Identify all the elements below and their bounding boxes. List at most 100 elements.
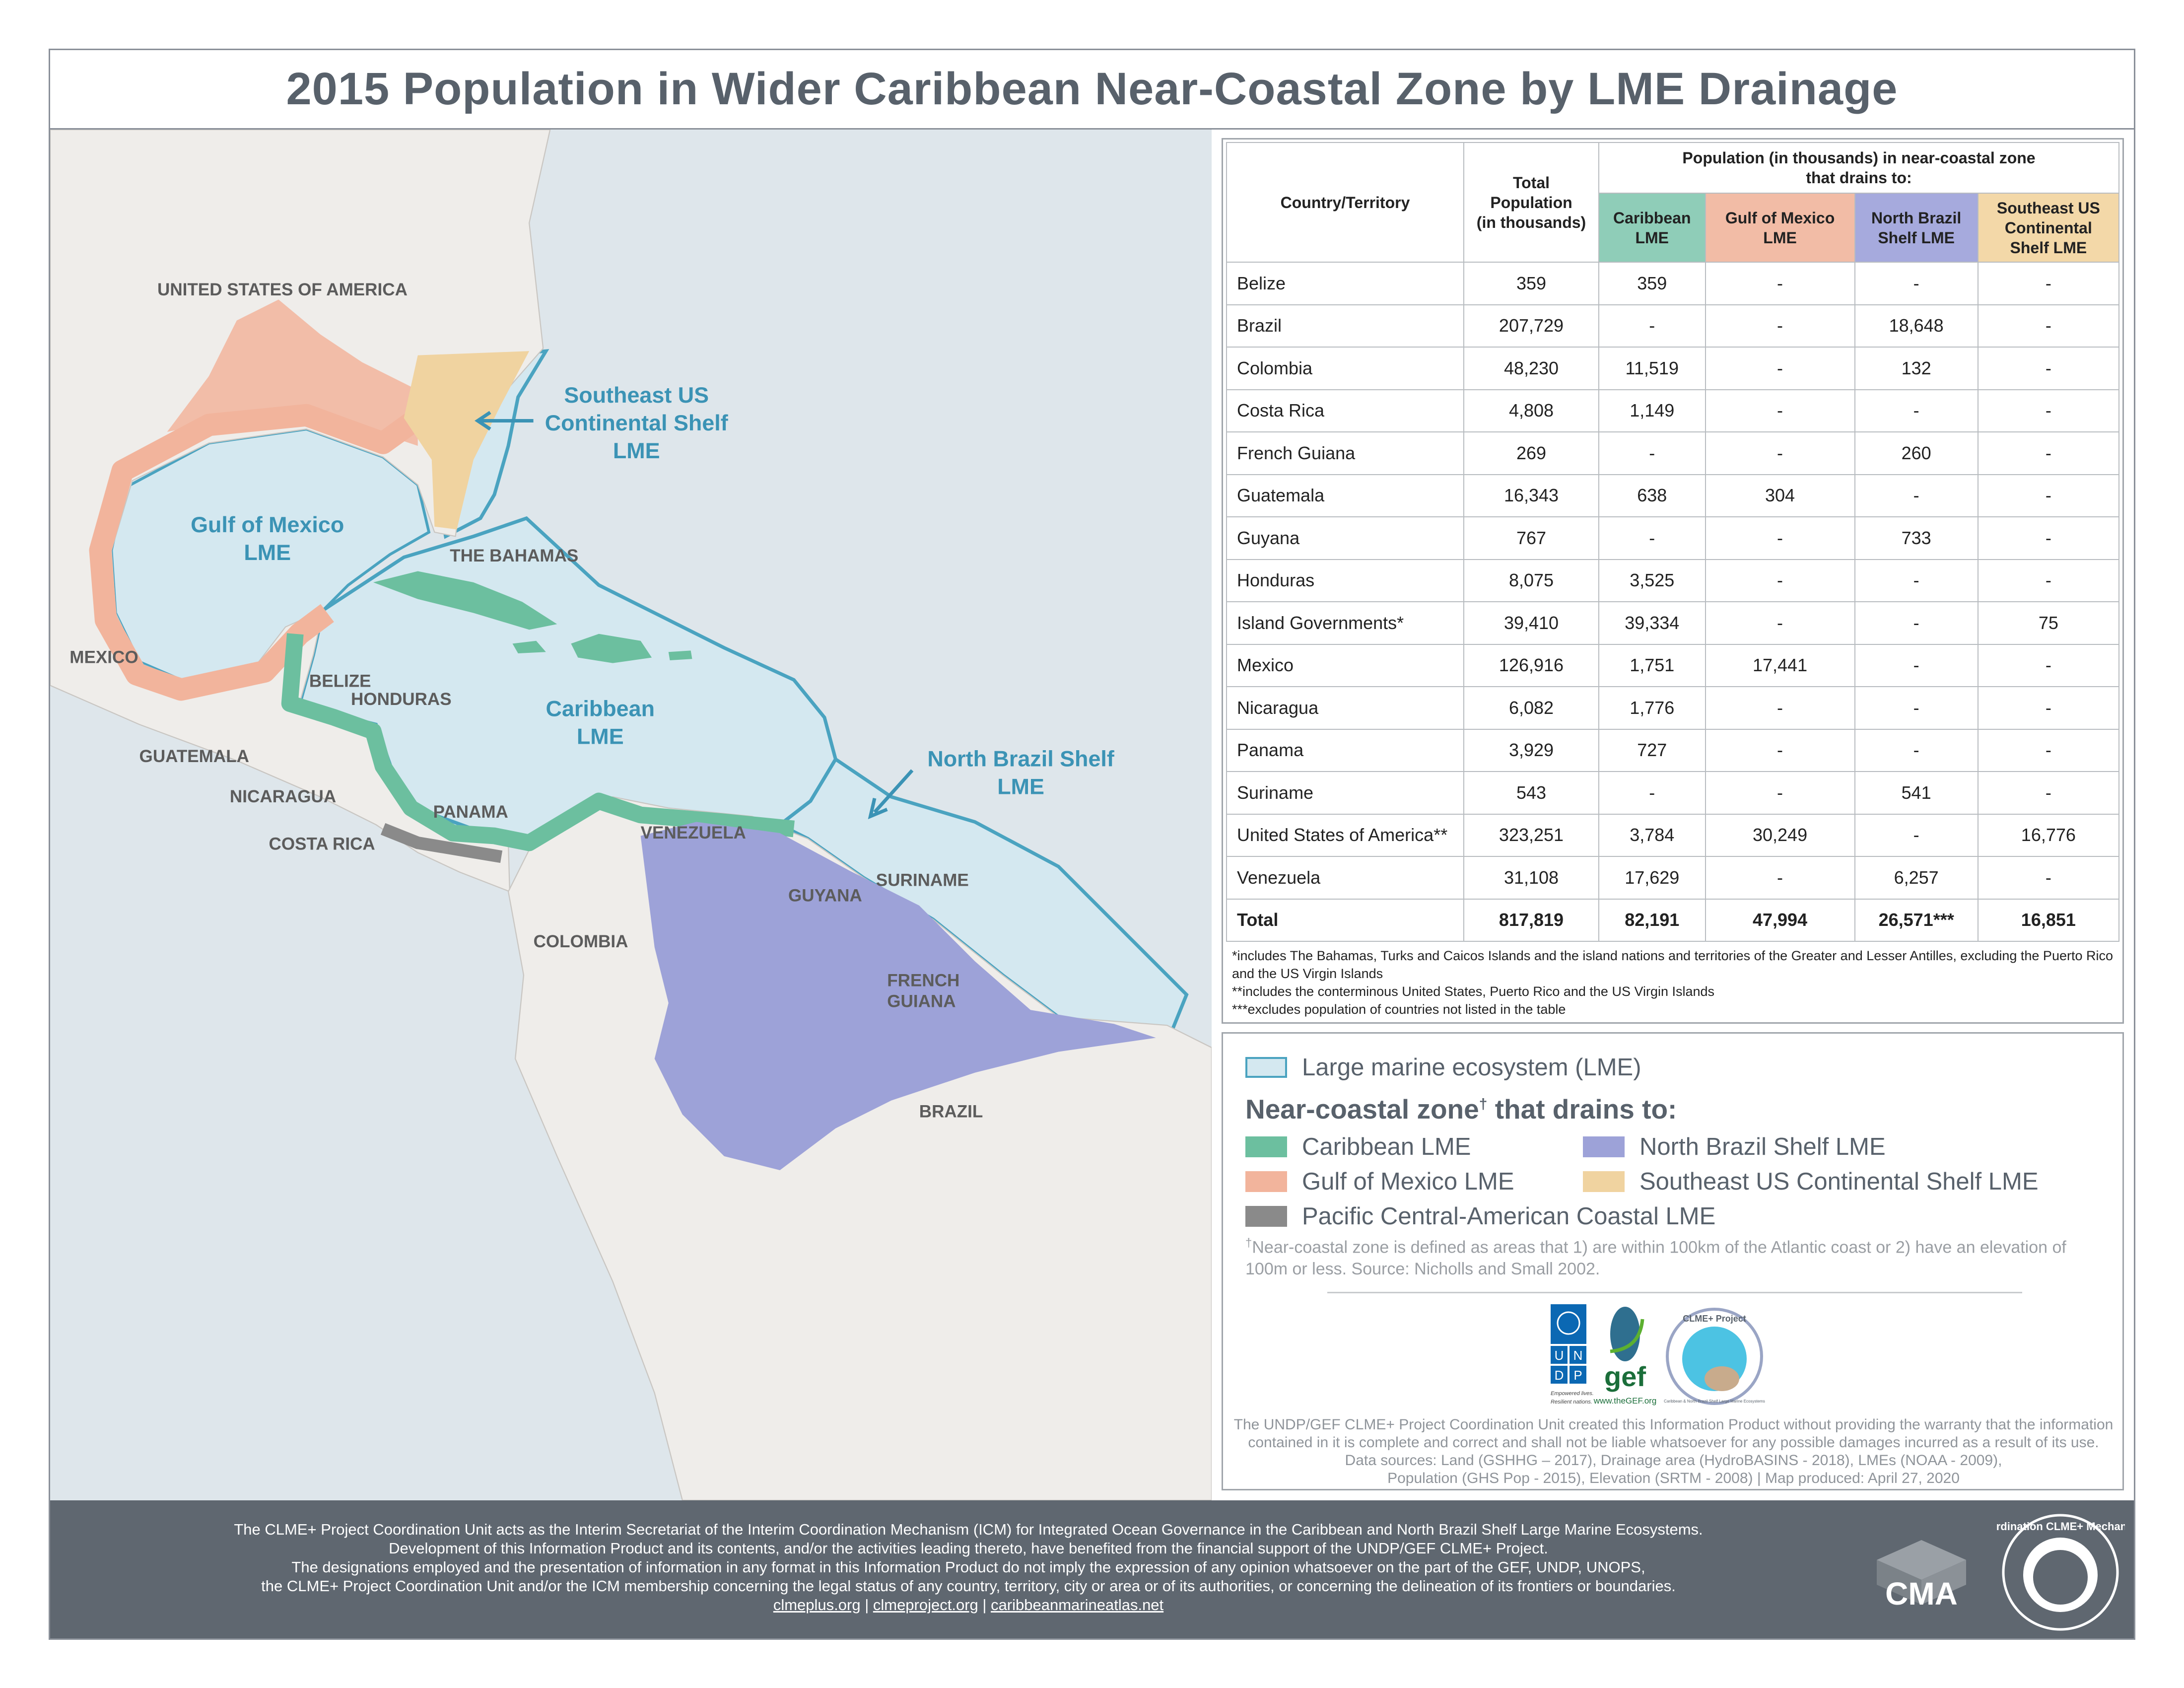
legend-item-gulf-of-mexico: Gulf of Mexico LME xyxy=(1245,1168,1514,1196)
link-clmeplus[interactable]: clmeplus.org xyxy=(773,1596,861,1614)
cell-southeast-us: - xyxy=(1977,516,2120,560)
header-total: Total Population (in thousands) xyxy=(1463,142,1599,263)
cell-country: Total xyxy=(1226,898,1464,942)
cell-caribbean: 17,629 xyxy=(1598,856,1706,900)
cell-north-brazil-shelf: - xyxy=(1854,389,1979,432)
puerto-rico-island xyxy=(668,650,692,661)
table-row: Panama 3,929 727- - - xyxy=(1226,728,2120,772)
cell-gulf-of-mexico: - xyxy=(1705,601,1855,645)
cell-north-brazil-shelf: - xyxy=(1854,728,1979,772)
cell-north-brazil-shelf: 6,257 xyxy=(1854,856,1979,900)
label-belize: BELIZE xyxy=(309,671,371,691)
cell-country: Mexico xyxy=(1226,643,1464,687)
cell-gulf-of-mexico: - xyxy=(1705,516,1855,560)
cell-caribbean: - xyxy=(1598,304,1706,348)
label-gom-lme-1: Gulf of Mexico xyxy=(191,512,344,537)
cell-north-brazil-shelf: 260 xyxy=(1854,431,1979,475)
table-row: Nicaragua 6,082 1,776- - - xyxy=(1226,686,2120,730)
cell-caribbean: 3,525 xyxy=(1598,559,1706,602)
map-panel: UNITED STATES OF AMERICA MEXICO THE BAHA… xyxy=(50,130,1212,1500)
map-canvas: UNITED STATES OF AMERICA MEXICO THE BAHA… xyxy=(50,130,1212,1500)
population-table-panel: Country/Territory Total Population (in tho… xyxy=(1222,138,2124,1024)
cell-country: United States of America** xyxy=(1226,813,1464,857)
cell-north-brazil-shelf: - xyxy=(1854,262,1979,305)
cell-total: 126,916 xyxy=(1463,643,1599,687)
cell-total: 543 xyxy=(1463,771,1599,815)
cell-gulf-of-mexico: - xyxy=(1705,771,1855,815)
cell-southeast-us: - xyxy=(1977,474,2120,517)
link-caribbeanmarineatlas[interactable]: caribbeanmarineatlas.net xyxy=(991,1596,1164,1614)
label-nbs-lme-2: LME xyxy=(997,774,1044,799)
svg-text:N: N xyxy=(1573,1348,1583,1363)
gulf-of-mexico-drainage-inland xyxy=(167,299,418,446)
svg-text:Empowered lives.: Empowered lives. xyxy=(1551,1391,1594,1397)
cell-gulf-of-mexico: - xyxy=(1705,262,1855,305)
header-country: Country/Territory xyxy=(1226,142,1464,263)
cell-southeast-us: - xyxy=(1977,304,2120,348)
label-suriname: SURINAME xyxy=(876,871,969,890)
header-group: Population (in thousands) in near-coasta… xyxy=(1598,142,2119,194)
gef-logo: gef www.theGEF.org xyxy=(1593,1307,1656,1406)
label-guatemala: GUATEMALA xyxy=(139,747,249,766)
cell-country: Brazil xyxy=(1226,304,1464,348)
pacific-swatch xyxy=(1245,1206,1287,1227)
cell-total: 6,082 xyxy=(1463,686,1599,730)
cell-total: 207,729 xyxy=(1463,304,1599,348)
cell-total: 16,343 xyxy=(1463,474,1599,517)
label-panama: PANAMA xyxy=(433,802,508,822)
svg-text:CMA: CMA xyxy=(1885,1576,1958,1612)
svg-text:Caribbean & North Brazil Shelf: Caribbean & North Brazil Shelf Large Mar… xyxy=(1664,1399,1765,1404)
cell-country: Island Governments* xyxy=(1226,601,1464,645)
table-row: United States of America** 323,251 3,784 30… xyxy=(1226,813,2120,857)
link-clmeproject[interactable]: clmeproject.org xyxy=(873,1596,978,1614)
cell-caribbean: 82,191 xyxy=(1598,898,1706,942)
cell-country: Nicaragua xyxy=(1226,686,1464,730)
cell-north-brazil-shelf: - xyxy=(1854,559,1979,602)
table-row: Venezuela 31,108 17,629-6,257- xyxy=(1226,856,2120,900)
total-row: Total 817,819 82,191 47,994 26,571*** 16,851 xyxy=(1226,898,2120,942)
cell-total: 817,819 xyxy=(1463,898,1599,942)
header-north-brazil-shelf-lme: North Brazil Shelf LME xyxy=(1854,193,1979,263)
svg-text:D: D xyxy=(1555,1368,1564,1383)
label-french-guiana-1: FRENCH xyxy=(887,971,959,990)
cell-gulf-of-mexico: 47,994 xyxy=(1705,898,1855,942)
svg-text:P: P xyxy=(1573,1368,1582,1383)
cell-southeast-us: 16,776 xyxy=(1977,813,2120,857)
cell-north-brazil-shelf: - xyxy=(1854,474,1979,517)
cell-north-brazil-shelf: - xyxy=(1854,601,1979,645)
table-row: French Guiana 269- -260- xyxy=(1226,431,2120,475)
cell-gulf-of-mexico: - xyxy=(1705,856,1855,900)
label-nbs-lme-1: North Brazil Shelf xyxy=(927,746,1115,771)
header-caribbean-lme: Caribbean LME xyxy=(1598,193,1706,263)
svg-text:Coordination CLME+ Mechanism: Coordination CLME+ Mechanism xyxy=(1996,1520,2125,1533)
cell-caribbean: 11,519 xyxy=(1598,347,1706,390)
cell-north-brazil-shelf: - xyxy=(1854,643,1979,687)
cell-total: 767 xyxy=(1463,516,1599,560)
cell-north-brazil-shelf: 541 xyxy=(1854,771,1979,815)
cell-gulf-of-mexico: 17,441 xyxy=(1705,643,1855,687)
cma-logo: CMA xyxy=(1877,1540,1966,1612)
label-gom-lme-2: LME xyxy=(244,540,291,565)
legend-panel: Large marine ecosystem (LME) Near-coasta… xyxy=(1222,1032,2124,1490)
near-coastal-definition: †Near-coastal zone is defined as areas t… xyxy=(1245,1236,2066,1279)
map-frame xyxy=(49,49,2135,1640)
cell-country: Guyana xyxy=(1226,516,1464,560)
cell-southeast-us: - xyxy=(1977,686,2120,730)
lme-swatch xyxy=(1245,1057,1287,1078)
cell-total: 3,929 xyxy=(1463,728,1599,772)
footer-text: The CLME+ Project Coordination Unit acts… xyxy=(234,1521,1703,1614)
cell-north-brazil-shelf: 18,648 xyxy=(1854,304,1979,348)
population-table: Country/Territory Total Population (in tho… xyxy=(1226,142,2120,942)
label-french-guiana-2: GUIANA xyxy=(887,992,956,1011)
cell-total: 8,075 xyxy=(1463,559,1599,602)
cell-caribbean: 1,776 xyxy=(1598,686,1706,730)
label-seus-lme-1: Southeast US xyxy=(564,382,709,408)
cell-gulf-of-mexico: - xyxy=(1705,728,1855,772)
cell-caribbean: 359 xyxy=(1598,262,1706,305)
nbs-pointer-arrow xyxy=(868,769,914,820)
cell-caribbean: 39,334 xyxy=(1598,601,1706,645)
label-brazil: BRAZIL xyxy=(919,1102,983,1121)
label-venezuela: VENEZUELA xyxy=(641,823,746,843)
label-honduras: HONDURAS xyxy=(351,690,452,709)
cell-gulf-of-mexico: - xyxy=(1705,431,1855,475)
